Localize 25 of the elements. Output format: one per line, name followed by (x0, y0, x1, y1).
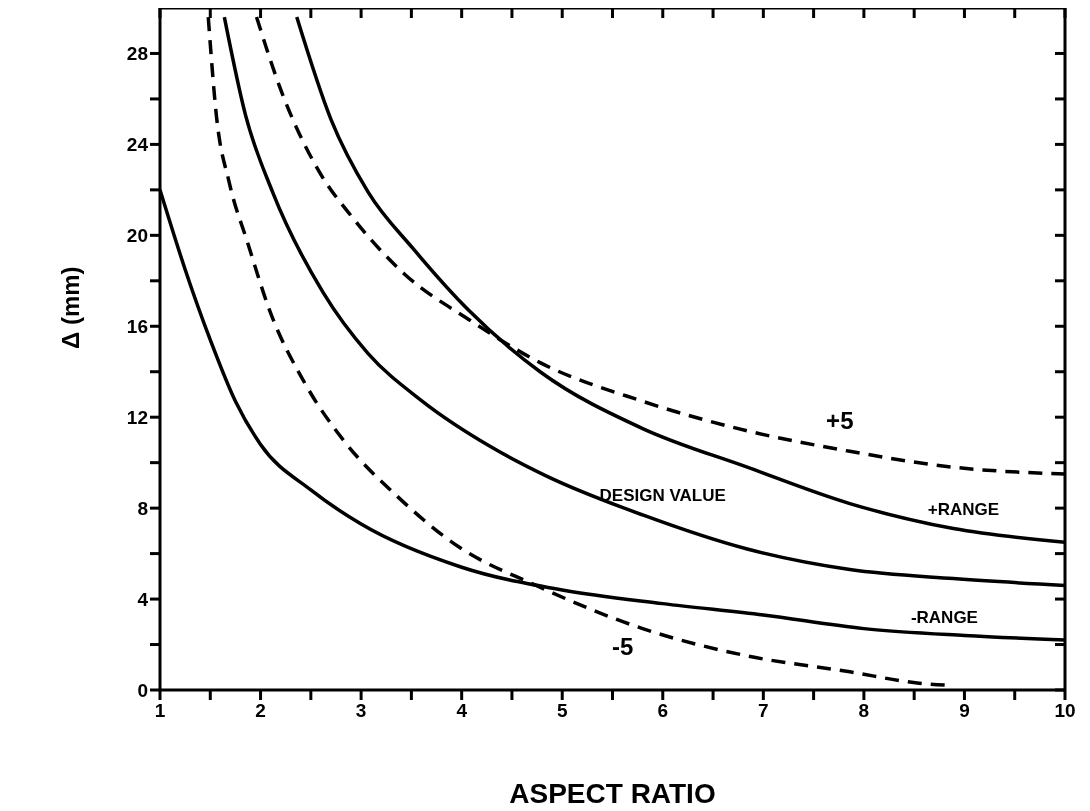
series-label: -RANGE (910, 608, 978, 628)
x-axis-title: ASPECT RATIO (509, 778, 716, 809)
x-tick-label: 9 (959, 700, 970, 722)
x-tick-label: 10 (1054, 700, 1076, 722)
y-tick-label: 20 (126, 225, 148, 247)
y-tick-label: 0 (137, 679, 148, 701)
x-tick-label: 8 (858, 700, 870, 722)
series-label: +5 (826, 407, 854, 435)
x-tick-label: 3 (355, 700, 367, 722)
x-tick-label: 6 (657, 700, 669, 722)
x-tick-label: 1 (154, 700, 166, 722)
x-tick-label: 5 (556, 700, 568, 722)
x-tick-label: 7 (758, 700, 769, 722)
y-tick-label: 12 (126, 406, 148, 428)
y-tick-label: 4 (137, 588, 149, 610)
series-label: +RANGE (927, 499, 1000, 519)
x-tick-label: 2 (255, 700, 266, 722)
y-tick-label: 8 (137, 497, 148, 519)
y-tick-label: 16 (126, 316, 148, 338)
series-label: -5 (611, 632, 634, 660)
y-tick-label: 28 (126, 43, 148, 65)
series-label: DESIGN VALUE (599, 485, 726, 505)
y-axis-title: Δ (mm) (56, 266, 84, 349)
x-tick-label: 4 (456, 700, 468, 722)
y-tick-label: 24 (126, 134, 149, 156)
